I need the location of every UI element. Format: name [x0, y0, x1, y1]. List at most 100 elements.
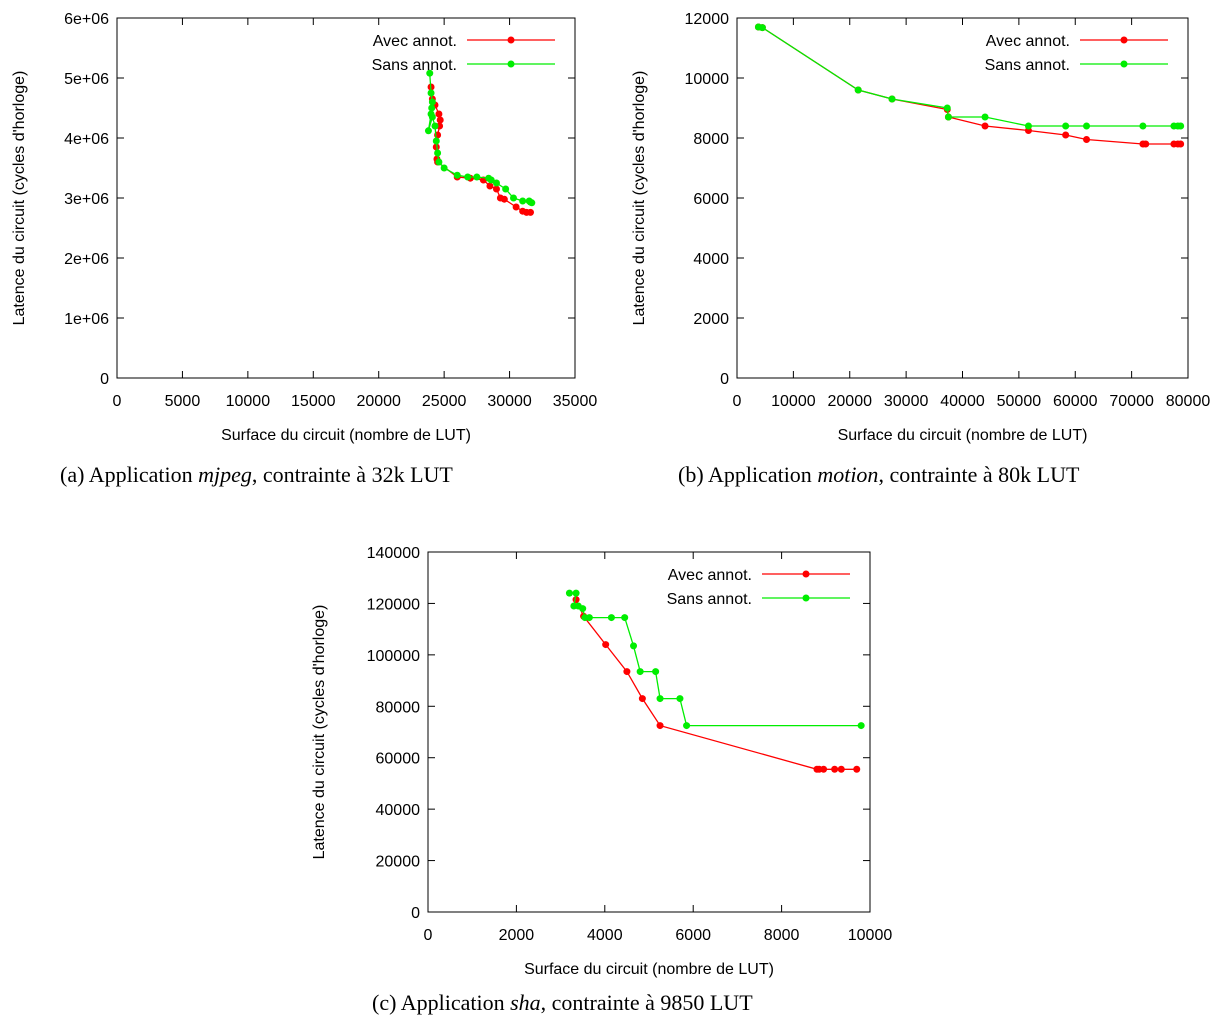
x-axis-label: Surface du circuit (nombre de LUT): [838, 427, 1088, 444]
data-point-sans-annot: [565, 589, 573, 597]
y-tick-label: 3e+06: [64, 191, 109, 208]
data-point-avec-annot: [1142, 140, 1150, 148]
data-point-sans-annot: [572, 589, 580, 597]
caption-app: sha: [510, 990, 541, 1015]
legend-label-avec-annot: Avec annot.: [373, 33, 457, 50]
x-tick-label: 30000: [487, 393, 532, 410]
x-tick-label: 10000: [771, 393, 816, 410]
x-tick-label: 8000: [764, 927, 800, 944]
data-point-avec-annot: [432, 143, 440, 151]
data-point-avec-annot: [820, 765, 828, 773]
y-tick-label: 140000: [367, 545, 420, 562]
legend-label-avec-annot: Avec annot.: [668, 567, 752, 584]
data-point-sans-annot: [464, 173, 472, 181]
data-point-avec-annot: [435, 110, 443, 118]
caption-sha: (c) Application sha, contrainte à 9850 L…: [372, 990, 753, 1016]
x-tick-label: 6000: [675, 927, 711, 944]
data-point-sans-annot: [432, 137, 440, 145]
y-tick-label: 1e+06: [64, 311, 109, 328]
caption-mjpeg: (a) Application mjpeg, contrainte à 32k …: [60, 462, 453, 488]
caption-suffix: , contrainte à 9850 LUT: [540, 990, 753, 1015]
data-point-avec-annot: [656, 722, 664, 730]
y-tick-label: 6e+06: [64, 11, 109, 28]
data-point-sans-annot: [440, 164, 448, 172]
y-tick-label: 20000: [376, 854, 421, 871]
data-point-sans-annot: [943, 104, 951, 112]
data-point-sans-annot: [428, 98, 436, 106]
data-point-sans-annot: [435, 158, 443, 166]
data-point-sans-annot: [607, 614, 615, 622]
chart-motion: 0 10000 20000 30000 40000 50000 60000 70000 8000…: [631, 11, 1211, 444]
legend-marker-avec-annot: [507, 36, 515, 44]
data-point-sans-annot: [579, 605, 587, 613]
plot-frame: [427, 551, 871, 913]
chart-panel-sha: 0 2000 4000 6000 8000 10000 0 20000 40000 60000 80…: [300, 525, 920, 1023]
y-axis-label: Latence du circuit (cycles d'horloge): [311, 605, 328, 860]
y-tick-label: 4e+06: [64, 131, 109, 148]
legend-label-sans-annot: Sans annot.: [667, 591, 752, 608]
data-point-sans-annot: [1139, 122, 1147, 130]
y-axis-label: Latence du circuit (cycles d'horloge): [11, 71, 28, 326]
x-tick-label: 20000: [356, 393, 401, 410]
y-tick-label: 40000: [376, 802, 421, 819]
series-line-sans-annot: [427, 73, 533, 204]
data-point-avec-annot: [500, 195, 508, 203]
data-point-sans-annot: [683, 722, 691, 730]
data-point-avec-annot: [1177, 140, 1185, 148]
x-tick-label: 80000: [1166, 393, 1211, 410]
y-tick-label: 100000: [367, 648, 420, 665]
y-tick-label: 0: [411, 905, 420, 922]
y-tick-label: 8000: [693, 131, 729, 148]
x-tick-label: 0: [424, 927, 433, 944]
caption-app: motion: [817, 462, 879, 487]
y-tick-label: 0: [720, 371, 729, 388]
data-point-avec-annot: [436, 116, 444, 124]
chart-panel-motion: 0 10000 20000 30000 40000 50000 60000 70000 8000…: [620, 0, 1231, 500]
x-tick-label: 25000: [422, 393, 467, 410]
data-point-avec-annot: [486, 182, 494, 190]
chart-sha: 0 2000 4000 6000 8000 10000020000400006000080…: [311, 545, 893, 978]
x-tick-label: 70000: [1109, 393, 1154, 410]
data-point-avec-annot: [837, 765, 845, 773]
data-point-avec-annot: [602, 641, 610, 649]
x-tick-label: 35000: [553, 393, 598, 410]
y-tick-label: 80000: [376, 699, 421, 716]
data-point-sans-annot: [431, 122, 439, 130]
legend-marker-avec-annot: [802, 570, 810, 578]
x-tick-label: 40000: [940, 393, 985, 410]
caption-suffix: , contrainte à 32k LUT: [251, 462, 453, 487]
x-tick-label: 0: [113, 393, 122, 410]
data-point-sans-annot: [1083, 122, 1091, 130]
x-tick-label: 10000: [848, 927, 893, 944]
caption-prefix: (c) Application: [372, 990, 511, 1015]
data-point-avec-annot: [492, 185, 500, 193]
data-point-sans-annot: [1177, 122, 1185, 130]
data-point-sans-annot: [676, 695, 684, 703]
data-point-sans-annot: [981, 113, 989, 121]
data-point-sans-annot: [1062, 122, 1070, 130]
data-point-sans-annot: [758, 24, 766, 32]
data-point-sans-annot: [944, 113, 952, 121]
chart-mjpeg: 0 5000 10000 15000 20000 25000 30000 35000 0 1e+0…: [11, 11, 598, 444]
data-point-sans-annot: [453, 171, 461, 179]
data-point-sans-annot: [487, 176, 495, 184]
data-point-sans-annot: [630, 642, 638, 650]
data-point-avec-annot: [1083, 136, 1091, 143]
data-point-avec-annot: [831, 765, 839, 773]
y-tick-label: 0: [100, 371, 109, 388]
legend-label-avec-annot: Avec annot.: [986, 33, 1070, 50]
data-point-sans-annot: [427, 89, 435, 97]
legend-label-sans-annot: Sans annot.: [372, 57, 457, 74]
x-axis-label: Surface du circuit (nombre de LUT): [221, 427, 471, 444]
plot-frame: [736, 17, 1189, 379]
data-point-sans-annot: [509, 194, 517, 202]
y-axis-label: Latence du circuit (cycles d'horloge): [631, 71, 648, 326]
data-point-sans-annot: [1024, 122, 1032, 130]
data-point-sans-annot: [888, 95, 896, 103]
data-point-avec-annot: [527, 208, 535, 216]
data-point-sans-annot: [585, 614, 593, 622]
x-tick-label: 10000: [226, 393, 271, 410]
legend-marker-sans-annot: [1120, 60, 1128, 68]
y-tick-label: 10000: [685, 71, 730, 88]
y-tick-label: 5e+06: [64, 71, 109, 88]
